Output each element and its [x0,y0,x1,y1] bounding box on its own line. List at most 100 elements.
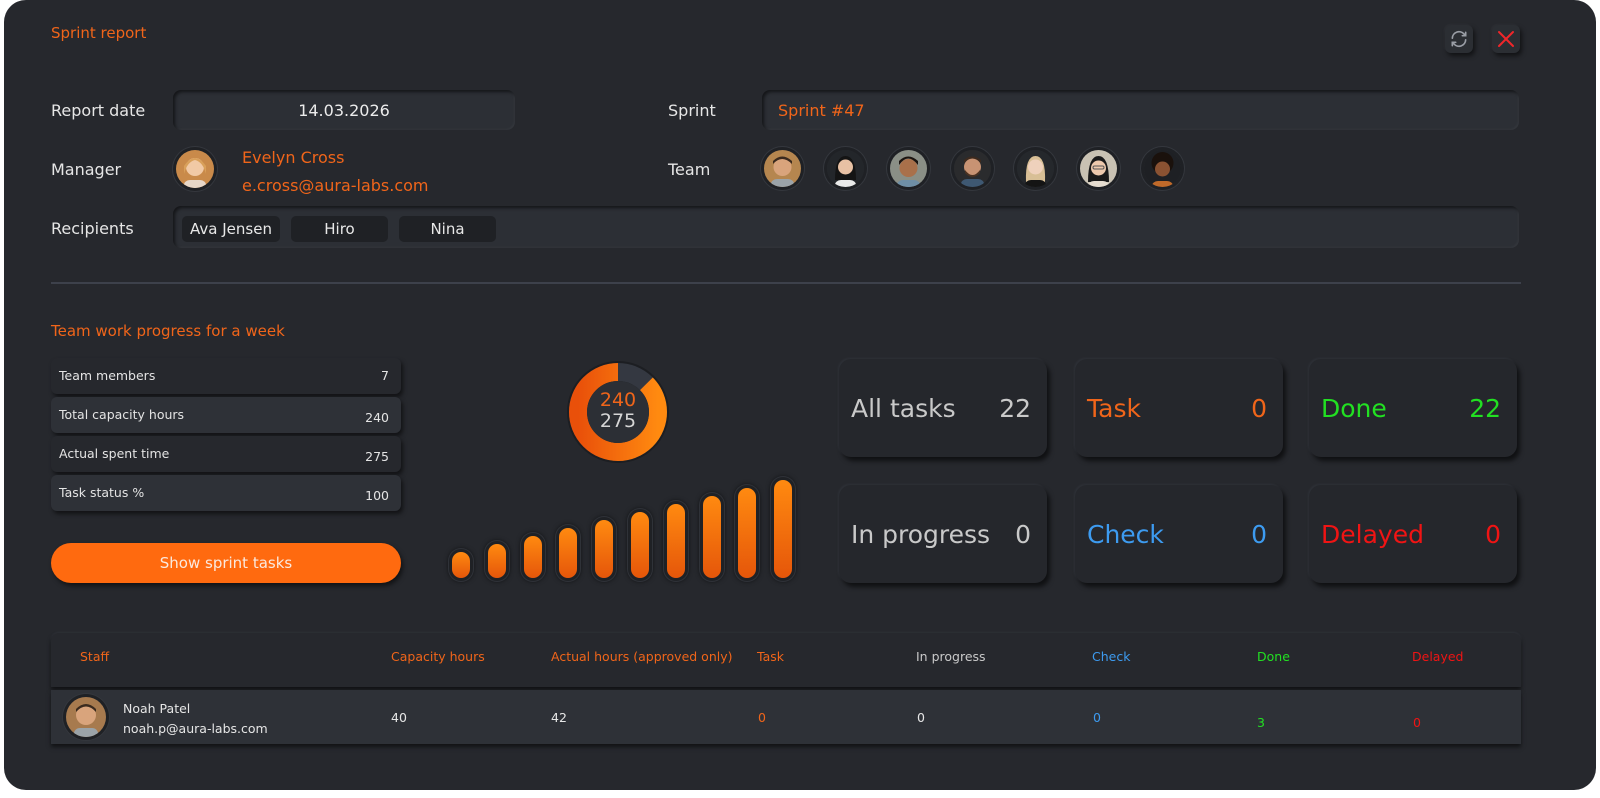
manager-email[interactable]: e.cross@aura-labs.com [242,176,429,195]
stat-value: 275 [365,449,389,464]
bar-fill [487,544,506,578]
cell-done: 3 [1257,715,1265,730]
stat-label: Actual spent time [59,446,170,461]
card-done[interactable]: Done 22 [1309,359,1517,457]
stat-row-team-members: Team members 7 [51,358,401,394]
stat-value: 240 [365,410,389,425]
stat-row-capacity: Total capacity hours 240 [51,397,401,433]
staff-email: noah.p@aura-labs.com [123,721,268,736]
column-header-delayed[interactable]: Delayed [1412,649,1464,664]
card-all-tasks[interactable]: All tasks 22 [839,359,1047,457]
report-date-label: Report date [51,101,146,120]
cell-task: 0 [758,710,766,725]
bar [448,548,474,582]
recipients-label: Recipients [51,219,134,238]
bar [483,540,510,582]
weekly-bar-chart [448,476,798,582]
cell-capacity: 40 [391,710,407,725]
recipient-chip[interactable]: Ava Jensen [182,216,280,242]
table-header: Staff Capacity hours Actual hours (appro… [51,633,1521,687]
cell-in-progress: 0 [917,710,925,725]
column-header-staff[interactable]: Staff [80,649,110,664]
stat-label: Total capacity hours [59,407,185,422]
stat-value: 100 [365,488,389,503]
window-title: Sprint report [51,24,147,42]
card-label: In progress [851,520,991,549]
donut-top-value: 240 [599,389,637,411]
column-header-done[interactable]: Done [1257,649,1290,664]
column-header-actual[interactable]: Actual hours (approved only) [551,649,733,664]
sprint-field[interactable]: Sprint #47 [762,90,1519,130]
bar-fill [631,512,649,578]
bar-fill [666,504,685,578]
refresh-icon [1451,30,1467,48]
sprint-value: Sprint #47 [778,101,865,120]
card-count: 0 [1251,394,1267,423]
recipients-field[interactable]: Ava Jensen Hiro Nina [173,206,1519,248]
card-label: All tasks [851,394,956,423]
section-divider [51,282,1521,284]
card-in-progress[interactable]: In progress 0 [839,485,1047,583]
recipient-chip[interactable]: Nina [399,216,496,242]
bar-fill [702,496,721,578]
team-avatar-6[interactable] [1080,150,1117,187]
refresh-button[interactable] [1445,25,1473,53]
stat-row-task-status: Task status % 100 [51,475,401,511]
team-avatar-4[interactable] [954,150,991,187]
card-label: Delayed [1321,520,1424,549]
stat-row-actual-time: Actual spent time 275 [51,436,401,472]
staff-avatar [66,697,106,737]
card-count: 0 [1485,520,1501,549]
column-header-check[interactable]: Check [1092,649,1131,664]
show-sprint-tasks-button[interactable]: Show sprint tasks [51,543,401,583]
team-label: Team [668,160,711,179]
report-date-value: 14.03.2026 [298,101,390,120]
card-check[interactable]: Check 0 [1075,485,1283,583]
recipient-chip[interactable]: Hiro [291,216,388,242]
card-label: Done [1321,394,1387,423]
close-button[interactable] [1492,25,1520,53]
bar-fill [559,528,578,578]
card-delayed[interactable]: Delayed 0 [1309,485,1517,583]
manager-name[interactable]: Evelyn Cross [242,148,345,167]
team-avatar-7[interactable] [1144,150,1181,187]
staff-table: Staff Capacity hours Actual hours (appro… [51,633,1521,744]
bar [627,508,653,582]
bar [662,500,689,582]
bar [519,532,546,582]
bar [591,516,618,582]
column-header-task[interactable]: Task [757,649,784,664]
column-header-capacity[interactable]: Capacity hours [391,649,485,664]
card-count: 22 [999,394,1031,423]
bar-fill [595,520,614,578]
card-task[interactable]: Task 0 [1075,359,1283,457]
team-avatar-3[interactable] [890,150,927,187]
cell-delayed: 0 [1413,715,1421,730]
close-icon [1498,31,1514,47]
report-date-field[interactable]: 14.03.2026 [173,90,515,130]
bar-fill [452,552,470,578]
bar [698,492,725,582]
card-count: 0 [1251,520,1267,549]
card-count: 0 [1015,520,1031,549]
team-avatar-1[interactable] [764,150,801,187]
progress-section-title: Team work progress for a week [51,322,285,340]
card-count: 22 [1469,394,1501,423]
team-avatar-5[interactable] [1017,150,1054,187]
cell-actual: 42 [551,710,567,725]
stat-value: 7 [381,368,389,383]
bar-fill [523,536,542,578]
manager-avatar [176,150,214,188]
team-avatar-2[interactable] [827,150,864,187]
column-header-in-progress[interactable]: In progress [916,649,986,664]
stats-list: Team members 7 Total capacity hours 240 … [51,358,401,514]
sprint-report-window: Sprint report Report date 14.03.2026 Spr… [4,0,1596,790]
bar [555,524,582,582]
donut-bottom-value: 275 [599,410,637,432]
card-label: Check [1087,520,1164,549]
stat-label: Team members [59,368,156,383]
sprint-label: Sprint [668,101,716,120]
staff-name: Noah Patel [123,701,191,716]
table-row[interactable]: Noah Patel noah.p@aura-labs.com 40 42 0 … [51,690,1521,744]
card-label: Task [1087,394,1141,423]
